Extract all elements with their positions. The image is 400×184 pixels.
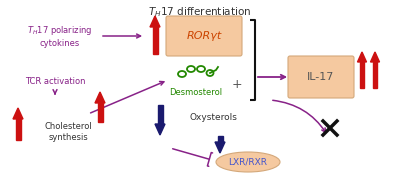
- Polygon shape: [373, 62, 377, 88]
- Ellipse shape: [216, 152, 280, 172]
- FancyBboxPatch shape: [288, 56, 354, 98]
- Polygon shape: [215, 142, 225, 153]
- Text: TCR activation: TCR activation: [25, 77, 85, 86]
- Polygon shape: [16, 119, 20, 140]
- Polygon shape: [98, 103, 102, 122]
- Polygon shape: [218, 136, 222, 142]
- Polygon shape: [150, 16, 160, 27]
- Text: Oxysterols: Oxysterols: [190, 112, 238, 121]
- Polygon shape: [95, 92, 105, 103]
- FancyBboxPatch shape: [166, 16, 242, 56]
- Text: Desmosterol: Desmosterol: [170, 88, 222, 97]
- Polygon shape: [158, 105, 162, 124]
- Polygon shape: [152, 27, 158, 54]
- Polygon shape: [370, 52, 380, 62]
- Polygon shape: [360, 62, 364, 88]
- Text: +: +: [232, 79, 242, 91]
- Polygon shape: [358, 52, 366, 62]
- Text: RORγt: RORγt: [186, 31, 222, 41]
- Text: $T_H$17 polarizing
cytokines: $T_H$17 polarizing cytokines: [27, 24, 93, 48]
- Polygon shape: [155, 124, 165, 135]
- Text: Cholesterol
synthesis: Cholesterol synthesis: [44, 122, 92, 142]
- Text: LXR/RXR: LXR/RXR: [228, 158, 268, 167]
- Text: $T_H$17 differentiation: $T_H$17 differentiation: [148, 5, 252, 19]
- Polygon shape: [13, 108, 23, 119]
- Text: IL-17: IL-17: [307, 72, 335, 82]
